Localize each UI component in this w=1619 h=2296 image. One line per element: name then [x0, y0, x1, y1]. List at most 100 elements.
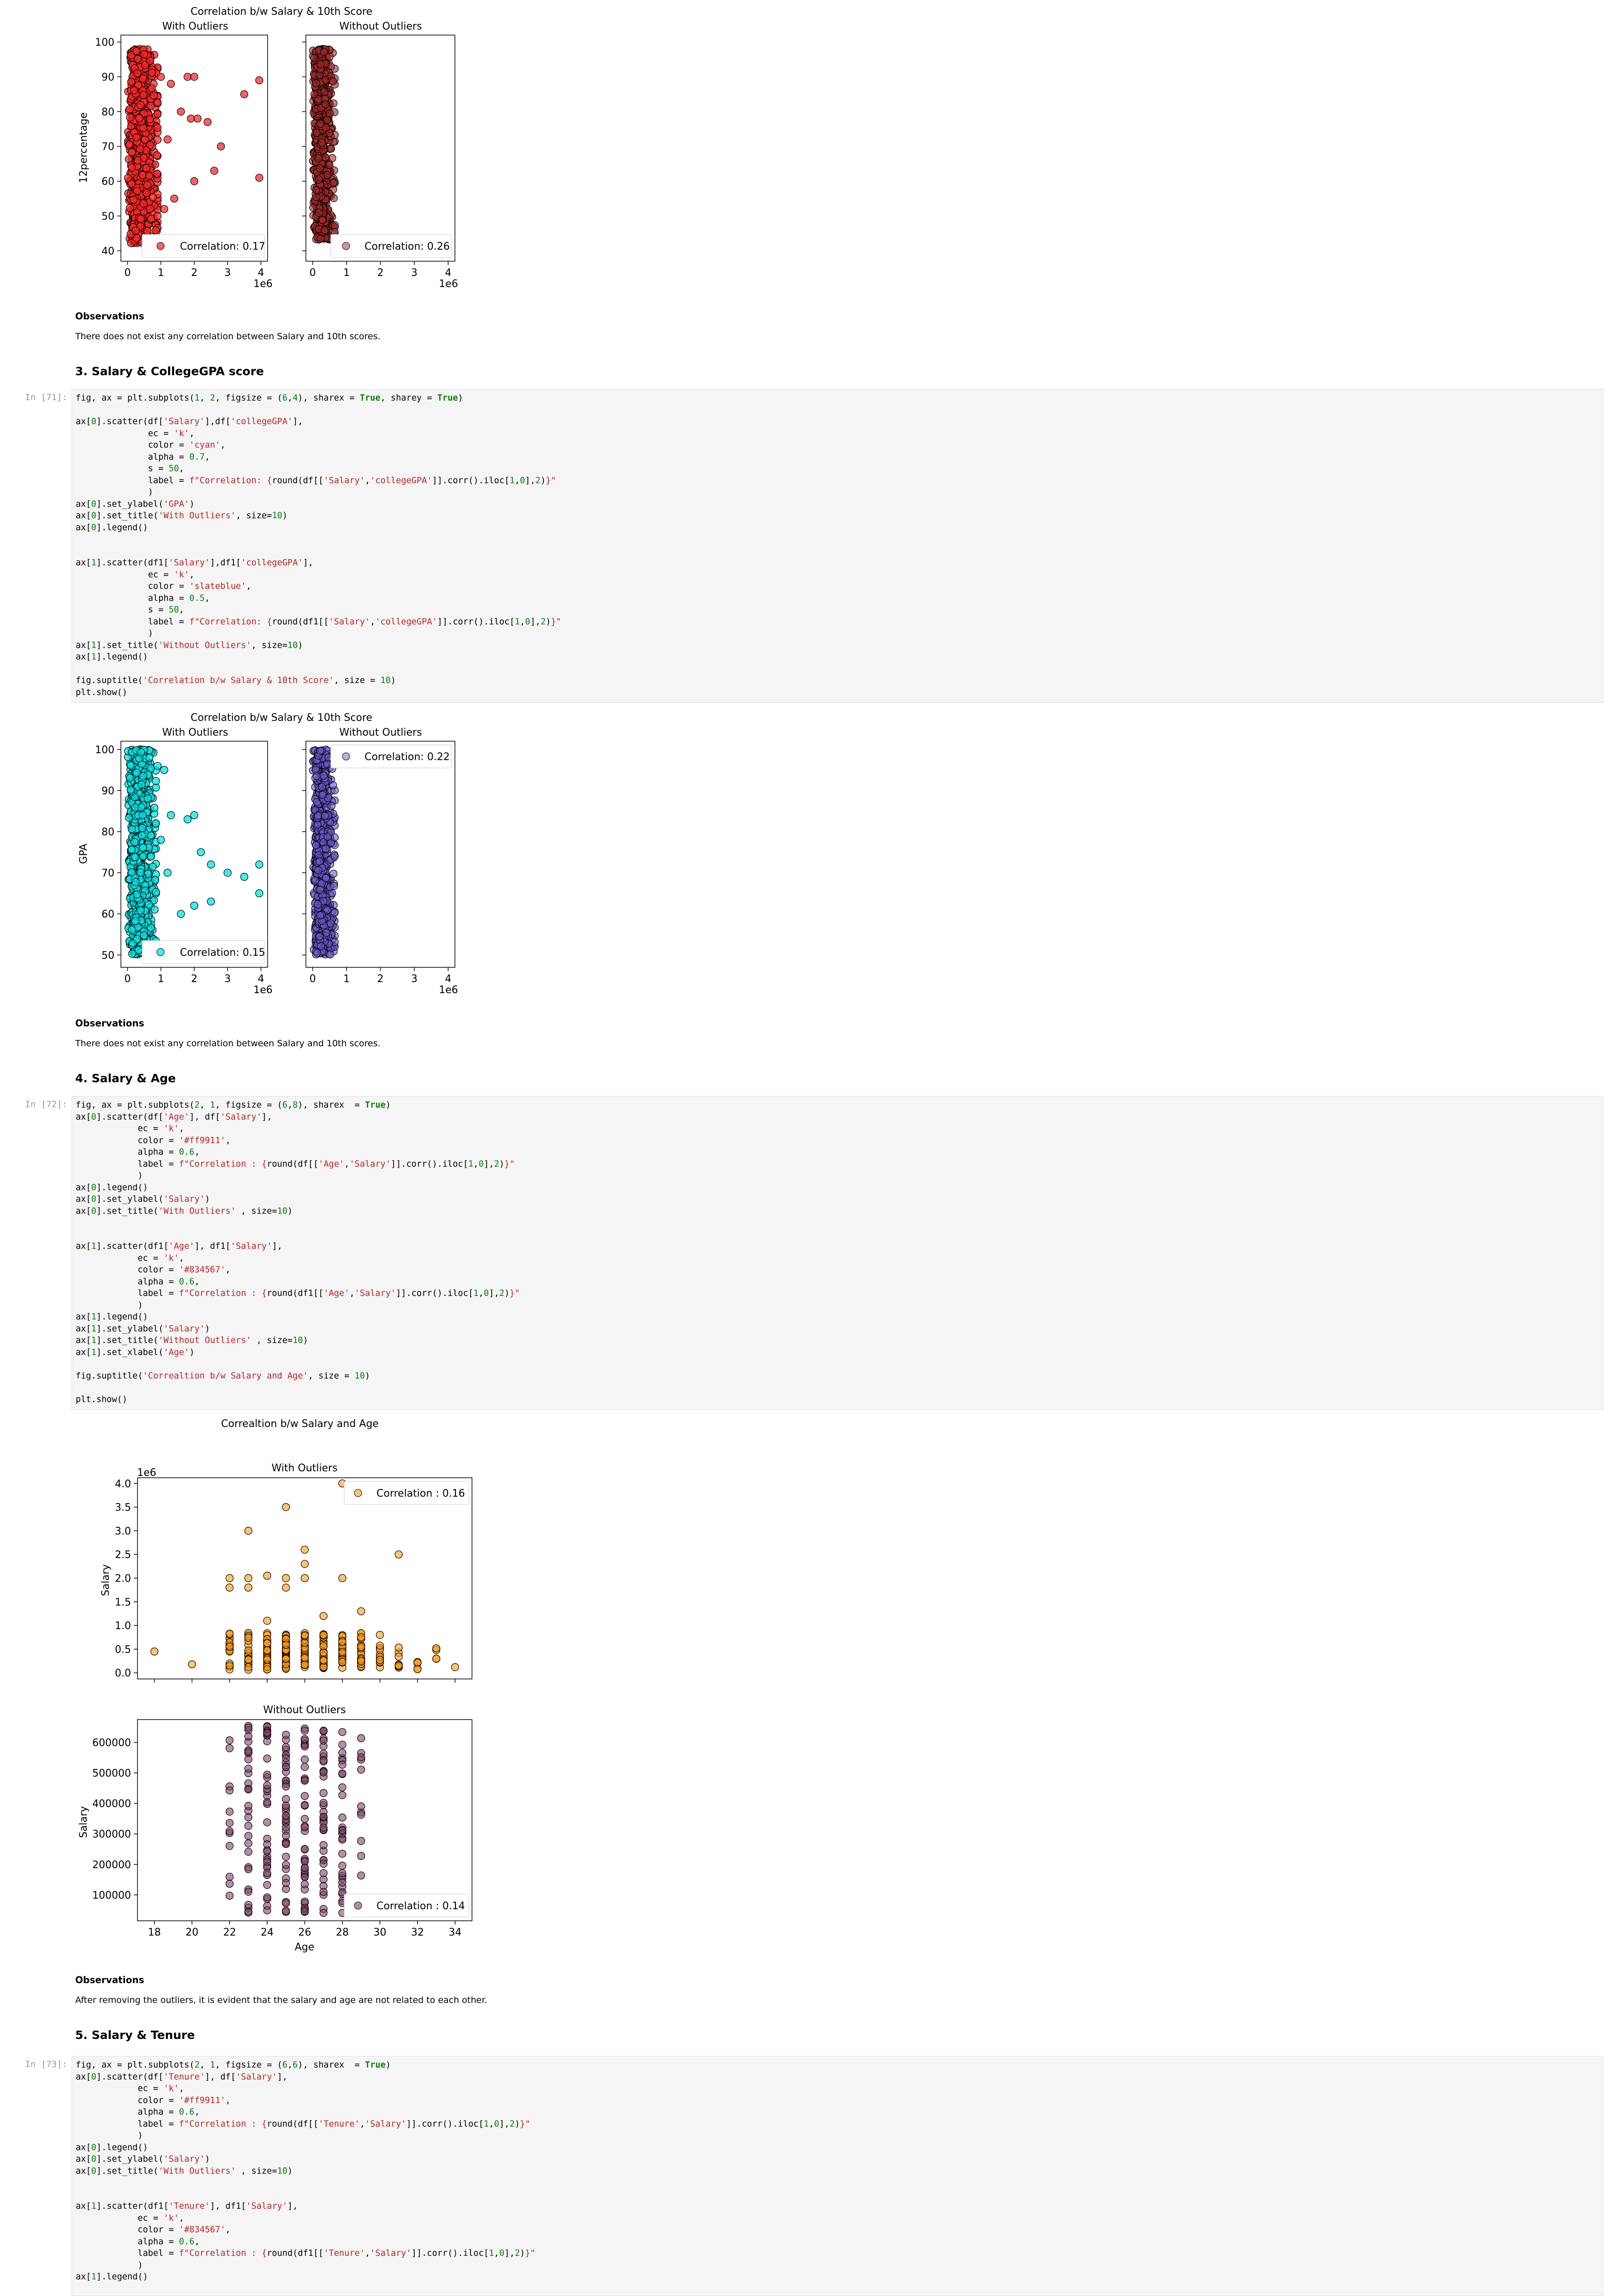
- code-cell-71[interactable]: fig, ax = plt.subplots(1, 2, figsize = (…: [72, 389, 1603, 703]
- scatter-point: [300, 1815, 309, 1823]
- right-subplot-title: Without Outliers: [339, 21, 422, 32]
- scatter-point: [319, 1798, 328, 1807]
- scatter-point: [313, 821, 322, 829]
- scatter-point: [138, 811, 147, 819]
- scatter-point: [225, 1574, 234, 1583]
- scatter-point: [127, 148, 136, 156]
- y-tick-label: 100000: [92, 1890, 131, 1901]
- scatter-point: [263, 1818, 271, 1827]
- scatter-point: [338, 1861, 347, 1870]
- scatter-point: [319, 1612, 328, 1620]
- scatter-point: [323, 906, 332, 914]
- scatter-point: [338, 1850, 347, 1858]
- section-heading-5: 5. Salary & Tenure: [75, 2028, 195, 2042]
- scatter-point: [357, 1633, 365, 1641]
- observations-heading-1: Observations: [75, 311, 144, 322]
- code-cell-73[interactable]: fig, ax = plt.subplots(2, 1, figsize = (…: [72, 2056, 1603, 2296]
- scatter-point: [244, 1888, 252, 1896]
- left-subplot-title: With Outliers: [162, 727, 228, 738]
- scatter-point: [312, 186, 320, 194]
- right-x-offset: 1e6: [439, 984, 458, 996]
- scatter-point: [244, 1907, 252, 1916]
- scatter-point: [432, 1644, 441, 1653]
- scatter-point: [225, 1744, 234, 1752]
- scatter-point: [317, 942, 325, 950]
- scatter-point: [330, 221, 339, 229]
- left-legend: Correlation: 0.17: [142, 234, 265, 258]
- x-tick-label: 1: [343, 267, 350, 279]
- scatter-point: [322, 123, 330, 132]
- scatter-point: [263, 1571, 271, 1580]
- scatter-point: [300, 1845, 309, 1853]
- scatter-point: [126, 761, 135, 770]
- scatter-point: [225, 1630, 234, 1638]
- scatter-point: [190, 811, 198, 819]
- scatter-point: [133, 69, 142, 78]
- scatter-point: [282, 1906, 290, 1915]
- scatter-point: [240, 90, 249, 98]
- scatter-point: [225, 1736, 234, 1744]
- x-tick-label: 3: [411, 973, 418, 985]
- scatter-point: [152, 777, 160, 785]
- scatter-point: [321, 153, 330, 162]
- scatter-point: [300, 1823, 309, 1832]
- scatter-point: [225, 1819, 234, 1827]
- scatter-point: [394, 1550, 403, 1559]
- y-tick-label: 90: [102, 785, 114, 797]
- scatter-point: [321, 226, 329, 234]
- scatter-point: [244, 1802, 252, 1810]
- x-tick-label: 24: [261, 1927, 274, 1938]
- x-tick-label: 2: [377, 267, 384, 279]
- scatter-point: [300, 1661, 309, 1669]
- code-cell-72[interactable]: fig, ax = plt.subplots(2, 1, figsize = (…: [72, 1096, 1603, 1410]
- scatter-point: [300, 1654, 309, 1662]
- scatter-point: [376, 1656, 384, 1664]
- scatter-point: [188, 1660, 196, 1668]
- scatter-point: [319, 1631, 328, 1639]
- bottom-subplot-title: Without Outliers: [263, 1704, 346, 1716]
- section-heading-3: 3. Salary & CollegeGPA score: [75, 365, 264, 378]
- scatter-point: [322, 929, 331, 937]
- scatter-point: [282, 1823, 290, 1831]
- scatter-point: [338, 1637, 347, 1646]
- left-subplot-title: With Outliers: [162, 21, 228, 32]
- scatter-point: [338, 1791, 347, 1799]
- scatter-point: [263, 1728, 271, 1737]
- scatter-point: [244, 1755, 252, 1763]
- scatter-point: [282, 1503, 290, 1511]
- scatter-point: [138, 171, 147, 179]
- scatter-point: [207, 897, 215, 906]
- scatter-point: [309, 204, 317, 212]
- scatter-point: [311, 876, 319, 885]
- y-tick-label: 60: [102, 176, 114, 188]
- scatter-point: [136, 145, 144, 153]
- x-tick-label: 0: [124, 973, 131, 985]
- scatter-point: [160, 205, 168, 213]
- scatter-point: [432, 1655, 441, 1663]
- scatter-point: [318, 791, 327, 799]
- scatter-point: [153, 761, 162, 770]
- scatter-point: [316, 932, 324, 941]
- top-legend: Correlation : 0.16: [344, 1481, 469, 1505]
- scatter-point: [319, 1642, 328, 1650]
- scatter-point: [282, 1782, 290, 1791]
- y-tick-label: 0.5: [115, 1644, 131, 1655]
- scatter-point: [319, 1813, 328, 1821]
- scatter-point: [321, 812, 329, 820]
- scatter-point: [225, 1827, 234, 1835]
- x-tick-label: 20: [185, 1927, 198, 1938]
- scatter-point: [244, 1839, 252, 1847]
- scatter-point: [148, 84, 156, 92]
- scatter-point: [133, 935, 141, 943]
- scatter-point: [217, 142, 225, 150]
- scatter-point: [244, 1822, 252, 1830]
- scatter-point: [394, 1653, 403, 1661]
- y-tick-label: 0.0: [115, 1668, 131, 1679]
- scatter-point: [282, 1879, 290, 1887]
- y-axis-label: 12percentage: [78, 112, 90, 183]
- scatter-point: [263, 1798, 271, 1806]
- scatter-point: [167, 79, 175, 88]
- scatter-point: [263, 1754, 271, 1762]
- scatter-point: [131, 878, 140, 886]
- scatter-point: [153, 110, 162, 119]
